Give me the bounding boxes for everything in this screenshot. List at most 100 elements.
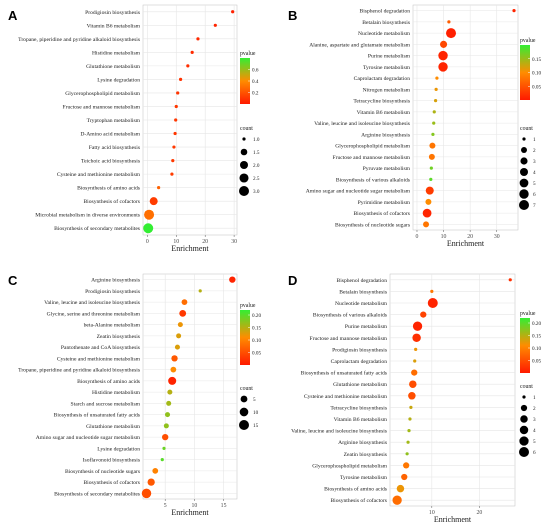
count-legend-dot [240,148,248,156]
category-label: Biosynthesis of cofactors [83,198,140,205]
count-legend-dot [520,157,528,165]
pvalue-colorbar [520,318,530,373]
x-tick-label: 30 [494,234,500,240]
data-point [186,64,190,68]
data-point [429,142,436,149]
count-legend-dot [519,436,529,446]
count-legend-label: 3.0 [253,189,260,195]
data-point [405,452,409,456]
panel-B: B Bisphenol degradation Betalain biosynthe… [288,4,541,248]
category-label: Histidine metabolism [92,50,141,56]
category-label: Biosynthesis of various alkaloids [313,312,387,319]
count-legend-label: 3 [533,417,536,423]
category-label: Arginine biosynthesis [91,278,140,284]
panel-letter: A [8,8,18,23]
category-label: Biosynthesis of secondary metabolites [54,490,140,497]
pvalue-tick-label: 0.2 [252,91,259,97]
data-point [166,400,172,406]
category-label: Biosynthesis of nucleotide sugars [335,221,410,228]
category-label: Biosynthesis of various alkaloids [336,176,410,183]
data-point [168,376,177,385]
count-legend-label: 1 [533,395,536,401]
x-axis-title: Enrichment [447,239,485,248]
category-label: Pyrimidine metabolism [358,200,411,206]
data-point [409,380,417,388]
count-legend-label: 4 [533,170,536,176]
category-label: Tetracycline biosynthesis [353,99,410,105]
category-label: Pyruvate metabolism [363,166,411,172]
count-legend-label: 6 [533,450,536,456]
category-label: Biosynthesis of amino acids [324,486,387,493]
count-legend-dot [520,404,528,412]
count-legend-label: 7 [533,203,536,209]
data-point [172,145,176,149]
plot-area [142,273,238,500]
data-point [508,278,512,282]
data-point [198,289,202,293]
data-point [434,87,438,91]
pvalue-colorbar [240,58,250,104]
data-point [179,77,183,82]
plot-area [389,273,516,507]
category-label: Biosynthesis of nucleotide sugars [65,468,140,475]
count-legend-label: 4 [533,428,536,434]
category-label: Cysteine and methionine metabolism [57,356,141,362]
count-legend-title: count [520,126,533,132]
data-point [177,322,183,328]
pvalue-colorbar [520,45,530,100]
category-label: Cysteine and methionine metabolism [57,172,141,178]
data-point [157,186,161,190]
category-label: Fructose and mannose metabolism [62,104,140,110]
panel-C: C Arginine biosynthesis Prodigiosin biosyn… [8,273,261,517]
count-legend-dot [519,189,529,199]
pvalue-tick-label: 0.6 [252,68,259,74]
category-label: Purine metabolism [345,324,388,330]
data-point [147,478,155,486]
data-point [149,197,158,206]
category-label: Valine, leucine and isoleucine biosynthe… [44,300,140,306]
count-legend-label: 2 [533,148,536,154]
category-label: Tropane, piperidine and pyridine alkaloi… [18,37,140,43]
category-label: Glycerophospholipid metabolism [65,91,140,97]
count-legend-dot [519,200,529,210]
plot-area [412,4,519,231]
data-point [190,50,194,54]
data-point [181,299,188,306]
category-label: Glycerophospholipid metabolism [312,463,387,469]
panel-letter: B [288,8,297,23]
pvalue-tick-label: 0.10 [532,346,541,352]
category-label: Biosynthesis of unsaturated fatty acids [54,412,140,419]
count-legend-dot [240,395,248,403]
count-legend-label: 2.5 [253,176,260,182]
data-point [423,221,430,228]
data-point [401,473,408,481]
category-label: Biosynthesis of secondary metabolites [54,225,140,232]
data-point [196,37,200,41]
count-legend-dot [239,407,249,417]
category-label: Pantothenate and CoA biosynthesis [61,345,140,351]
pvalue-legend-title: pvalue [520,311,536,317]
data-point [431,132,435,136]
category-label: Tetracycline biosynthesis [330,405,387,411]
count-legend-dot [519,425,529,435]
category-label: Caprolactam degradation [331,359,388,365]
category-label: Isoflavonoid biosynthesis [83,457,140,464]
data-point [392,495,402,505]
category-label: Betalain biosynthesis [339,289,387,295]
data-point [170,172,174,176]
category-label: Amino sugar and nucleotide sugar metabol… [36,435,141,441]
category-label: Fructose and mannose metabolism [332,155,410,161]
data-point [160,458,164,462]
count-legend-label: 5 [533,439,536,445]
data-point [174,118,178,122]
data-point [167,389,173,395]
x-tick-label: 10 [191,503,197,509]
category-label: Tyrosine metabolism [363,65,411,71]
count-legend-dot [239,420,249,430]
category-label: Prodigiosin biosynthesis [85,289,140,295]
data-point [171,355,178,362]
data-point [162,446,166,450]
category-label: Prodigiosin biosynthesis [85,10,140,16]
category-label: Teichoic acid biosynthesis [81,159,140,165]
category-label: Biosynthesis of amino acids [77,378,140,385]
